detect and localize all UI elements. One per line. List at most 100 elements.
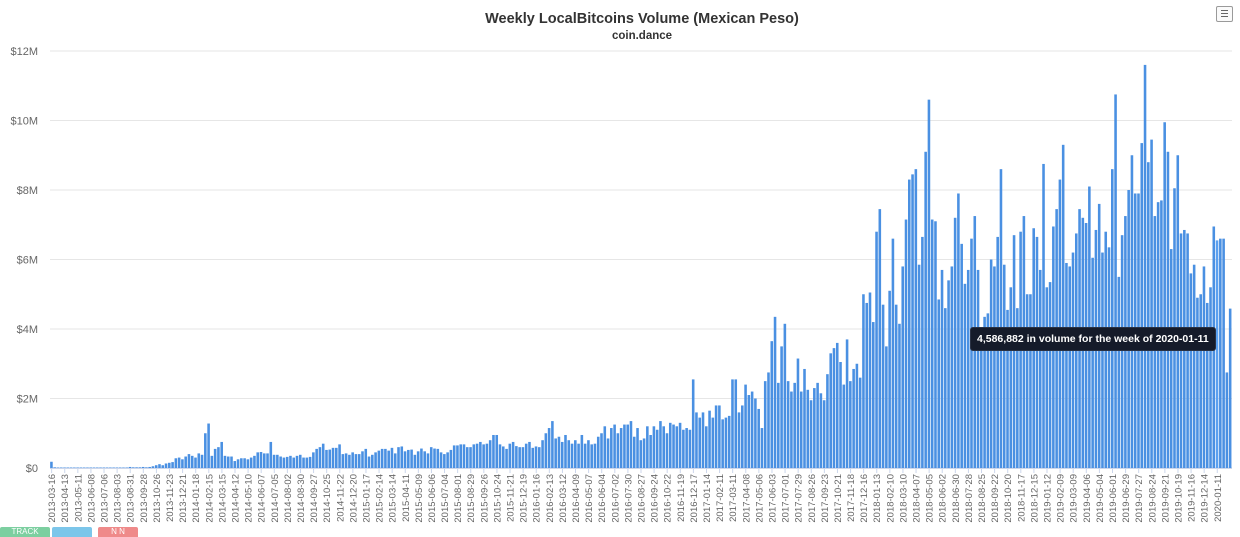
x-tick-label: 2015-10-24 [492,474,503,523]
bar [122,467,125,468]
bar [102,467,106,468]
bar [989,259,993,468]
bar [577,443,580,468]
bar [485,443,489,468]
bar [348,454,351,468]
bar [1173,188,1176,468]
bar [423,451,426,468]
bar [361,451,364,468]
x-tick-label: 2019-12-14 [1200,474,1211,523]
bar [1052,226,1055,468]
bar [240,458,243,468]
bar [747,395,751,468]
x-axis: 2013-03-16 2013-04-13 2013-05-11 2013-06-08… [47,468,1232,523]
bar [672,424,675,468]
bar [436,448,440,468]
bar [1228,308,1232,468]
share-button-other[interactable]: N N [98,527,138,537]
bar [344,453,348,468]
bar [141,466,145,468]
bar [727,415,731,469]
bar [655,429,659,468]
bar [452,445,456,468]
bar [613,424,616,468]
bar [698,417,702,468]
bar [511,441,515,468]
bar [957,193,960,469]
bar [1042,163,1045,468]
x-tick-label: 2018-10-20 [1003,474,1014,523]
bar [210,455,214,468]
bar [1222,238,1225,468]
y-tick-label: $4M [17,324,38,336]
bar [1120,235,1124,468]
x-tick-label: 2015-12-19 [519,474,530,523]
x-tick-label: 2014-04-12 [230,474,241,523]
bar [112,467,115,468]
bar [665,433,669,468]
bar [760,428,764,468]
bar [966,269,970,468]
x-tick-label: 2018-06-02 [938,474,949,523]
share-button-twitter[interactable] [52,527,92,537]
bar [649,434,652,468]
bar [600,433,603,468]
share-button-track[interactable]: TRACK [0,527,50,537]
bar [1006,309,1009,468]
x-tick-label: 2016-02-13 [545,474,556,523]
bar [488,440,492,468]
bar [429,447,433,468]
bar [213,448,217,468]
bar [855,363,859,468]
bar [963,283,967,468]
bar [298,454,302,468]
x-tick-label: 2016-03-12 [558,474,569,523]
bar [351,452,354,468]
chart-context-menu-button[interactable] [1216,6,1233,22]
bar [547,428,551,468]
bar [544,433,548,468]
x-tick-label: 2013-08-03 [113,474,124,523]
x-tick-label: 2013-06-08 [86,474,97,523]
bar [885,346,888,469]
bar [1002,264,1006,468]
bar [269,441,273,468]
bar [148,466,151,468]
bar [741,405,744,468]
bar [472,444,476,468]
x-tick-label: 2015-06-06 [427,474,438,523]
bar [574,440,577,468]
bar [708,410,711,468]
bar [1097,203,1101,468]
bar [888,290,891,468]
x-tick-label: 2014-08-30 [296,474,307,523]
bar [970,238,973,468]
bar [420,448,423,468]
bar [338,444,341,468]
bar [714,405,718,468]
bar [927,99,931,469]
x-tick-label: 2013-03-16 [47,474,58,523]
bar [930,219,934,468]
bar [652,426,656,468]
bar [881,304,885,468]
x-tick-label: 2015-01-17 [361,474,372,523]
x-tick-label: 2019-09-21 [1160,474,1171,523]
bar [639,440,643,468]
bar [1199,294,1202,468]
x-tick-label: 2016-12-17 [689,474,700,523]
bar [1094,229,1098,468]
bar [1124,216,1127,468]
x-tick-label: 2016-08-27 [637,474,648,523]
bar [583,443,587,468]
bar [459,444,462,468]
bar [66,467,70,468]
bar [976,269,980,468]
x-tick-label: 2017-08-26 [807,474,818,523]
bar [168,462,171,468]
bar [1133,193,1137,469]
bar [646,426,649,468]
x-tick-label: 2013-10-26 [152,474,163,523]
